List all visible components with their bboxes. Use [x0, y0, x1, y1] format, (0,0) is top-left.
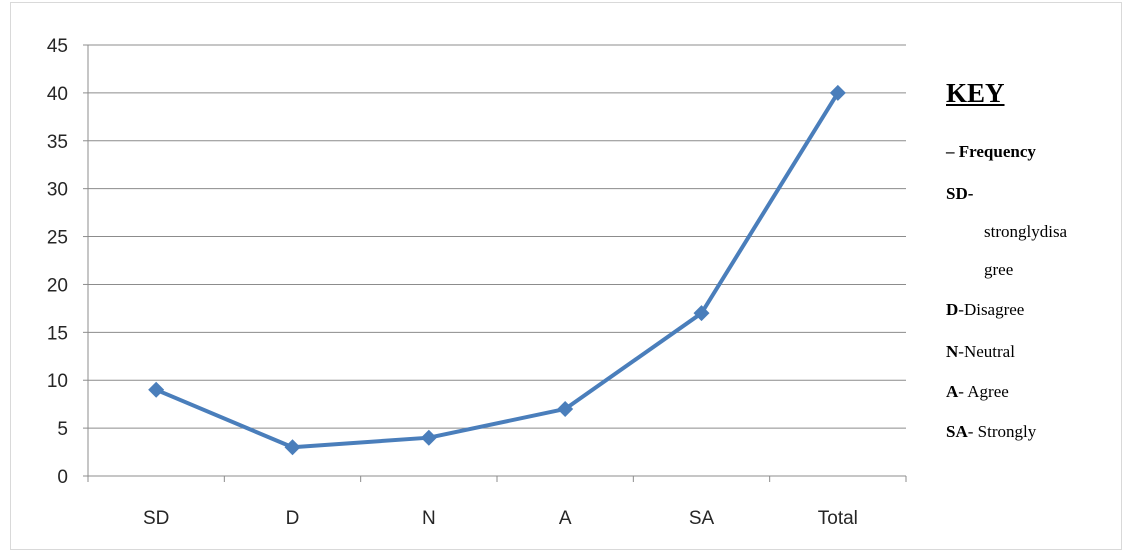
key-entry-n-bold: N — [946, 342, 959, 361]
x-tick-label-2: N — [422, 508, 436, 529]
data-point-n — [420, 429, 437, 446]
key-entry-frequency-bold: – Frequency — [946, 142, 1036, 161]
data-point-sd — [148, 381, 165, 398]
x-tick-label-0: SD — [143, 508, 169, 529]
y-tick-label-2: 10 — [47, 371, 68, 392]
series-line-0 — [154, 90, 840, 450]
data-point-d — [284, 439, 301, 456]
key-entry-a: A- Agree — [946, 382, 1009, 402]
key-entry-n-text: -Neutral — [958, 342, 1015, 361]
key-entry-d: D-Disagree — [946, 300, 1024, 320]
key-entry-d-bold: D — [946, 300, 959, 319]
data-point-sa — [693, 305, 710, 322]
data-point-a — [557, 400, 574, 417]
key-entry-sa-text: - Strongly — [967, 422, 1037, 441]
key-entry-sa: SA- Strongly — [946, 422, 1036, 442]
y-tick-label-5: 25 — [47, 228, 68, 249]
key-title: KEY — [946, 78, 1005, 108]
y-tick-label-0: 0 — [57, 467, 68, 488]
key-entry-sd-cont-1: stronglydisa — [984, 222, 1067, 242]
y-tick-label-6: 30 — [47, 180, 68, 201]
y-tick-label-8: 40 — [47, 84, 68, 105]
key-entry-sd-cont-1-text: stronglydisa — [984, 222, 1068, 241]
x-tick-label-5: Total — [818, 508, 858, 529]
y-tick-label-4: 20 — [47, 275, 68, 296]
key-entry-sd-cont-2: gree — [984, 260, 1013, 280]
data-point-total — [829, 84, 846, 101]
key-entry-sd-cont-2-text: gree — [984, 260, 1014, 279]
key-entry-sa-bold: SA — [946, 422, 968, 441]
key-entry-d-text: -Disagree — [958, 300, 1025, 319]
x-tick-label-4: SA — [689, 508, 715, 529]
y-tick-label-9: 45 — [47, 36, 68, 57]
key-entry-sd-bold: SD- — [946, 184, 974, 203]
y-tick-label-3: 15 — [47, 323, 68, 344]
key-entry-frequency: – Frequency — [946, 142, 1036, 162]
key-entry-a-bold: A — [946, 382, 959, 401]
key-entry-a-text: - Agree — [958, 382, 1009, 401]
key-entry-sd: SD- — [946, 184, 973, 204]
y-tick-label-7: 35 — [47, 132, 68, 153]
x-tick-label-1: D — [286, 508, 300, 529]
key-entry-n: N-Neutral — [946, 342, 1015, 362]
x-tick-label-3: A — [559, 508, 572, 529]
chart-frame — [10, 2, 1122, 550]
y-tick-label-1: 5 — [57, 419, 68, 440]
